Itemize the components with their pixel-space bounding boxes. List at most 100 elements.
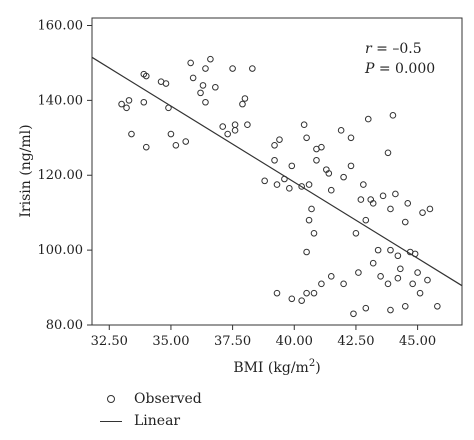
- x-tick-label: 35.00: [152, 334, 189, 349]
- data-point: [414, 269, 421, 276]
- p-annotation: P = 0.000: [364, 61, 435, 77]
- data-point: [409, 280, 416, 288]
- data-point: [140, 98, 148, 106]
- data-point: [249, 65, 256, 72]
- x-tick-label: 45.00: [399, 334, 436, 349]
- y-tick-label: 120.00: [38, 168, 84, 183]
- data-point: [288, 295, 296, 303]
- data-point: [394, 252, 402, 260]
- data-point: [401, 302, 409, 310]
- open-circle-icon: [96, 395, 126, 403]
- data-point: [189, 74, 197, 82]
- data-point: [426, 205, 434, 213]
- data-point: [118, 100, 125, 108]
- data-point: [271, 141, 278, 149]
- data-point: [362, 216, 370, 224]
- x-tick-label: 40.00: [276, 334, 313, 349]
- data-point: [310, 289, 318, 297]
- data-point: [202, 98, 209, 106]
- data-point: [224, 130, 231, 138]
- data-point: [162, 80, 170, 87]
- legend-item-linear: Linear: [96, 410, 202, 432]
- data-point: [347, 162, 355, 170]
- data-point: [125, 97, 133, 104]
- r-symbol: r: [365, 41, 373, 57]
- data-point: [357, 196, 365, 203]
- data-point: [392, 190, 399, 198]
- data-point: [337, 127, 345, 134]
- data-point: [231, 127, 239, 134]
- data-point: [298, 183, 305, 190]
- p-value: = 0.000: [374, 61, 435, 77]
- data-point: [416, 289, 424, 297]
- data-point: [369, 259, 377, 267]
- p-symbol: P: [364, 61, 375, 77]
- data-point: [327, 186, 335, 194]
- data-point: [187, 59, 194, 67]
- data-point: [199, 82, 207, 89]
- legend: Observed Linear: [96, 388, 202, 432]
- y-tick-label: 100.00: [38, 243, 84, 258]
- data-point: [123, 104, 130, 112]
- y-tick-label: 140.00: [38, 93, 84, 108]
- data-point: [377, 273, 384, 280]
- data-point: [350, 310, 357, 318]
- data-point: [239, 100, 246, 108]
- data-point: [207, 55, 214, 63]
- data-point: [197, 89, 204, 97]
- data-point: [288, 162, 296, 170]
- data-point: [276, 136, 283, 143]
- data-point: [327, 273, 335, 280]
- data-points: [118, 55, 441, 318]
- data-point: [355, 269, 362, 276]
- data-point: [172, 141, 180, 149]
- line-icon: [96, 420, 126, 422]
- data-point: [389, 112, 397, 119]
- data-point: [384, 280, 392, 288]
- x-axis-label-superscript: 2: [309, 358, 315, 369]
- data-point: [142, 143, 150, 151]
- data-point: [303, 289, 310, 297]
- data-point: [286, 185, 293, 192]
- legend-item-observed: Observed: [96, 388, 202, 410]
- data-point: [424, 276, 431, 284]
- data-point: [229, 65, 236, 72]
- data-point: [364, 115, 372, 123]
- data-point: [212, 83, 219, 91]
- data-point: [305, 216, 313, 224]
- x-axis-ticks: 32.50 35.00 37.50 40.00 42.50 45.00: [91, 325, 436, 349]
- data-point: [404, 200, 412, 207]
- data-point: [323, 166, 330, 173]
- data-point: [182, 138, 190, 145]
- data-point: [241, 95, 249, 102]
- data-point: [387, 306, 394, 314]
- data-point: [305, 181, 313, 188]
- y-axis-ticks: 80.00 100.00 120.00 140.00 160.00: [38, 18, 92, 333]
- data-point: [261, 177, 268, 185]
- data-point: [310, 229, 318, 237]
- y-axis-label: Irisin (ng/ml): [18, 124, 34, 217]
- data-point: [419, 209, 426, 216]
- legend-label-linear: Linear: [134, 413, 181, 429]
- data-point: [313, 156, 320, 164]
- data-point: [374, 246, 382, 254]
- data-point: [298, 297, 305, 304]
- data-point: [128, 130, 135, 138]
- data-point: [142, 72, 150, 80]
- data-point: [167, 130, 175, 138]
- data-point: [308, 205, 315, 213]
- data-point: [300, 121, 308, 129]
- data-point: [379, 192, 387, 200]
- data-point: [352, 229, 360, 237]
- x-tick-label: 37.50: [214, 334, 251, 349]
- data-point: [244, 121, 251, 129]
- data-point: [303, 134, 310, 142]
- data-point: [219, 123, 227, 130]
- data-point: [318, 280, 325, 288]
- x-axis-label: BMI (kg/m2): [233, 358, 320, 376]
- x-tick-label: 32.50: [91, 334, 128, 349]
- data-point: [202, 65, 209, 72]
- data-point: [362, 304, 370, 312]
- data-point: [303, 248, 310, 256]
- data-point: [340, 173, 347, 181]
